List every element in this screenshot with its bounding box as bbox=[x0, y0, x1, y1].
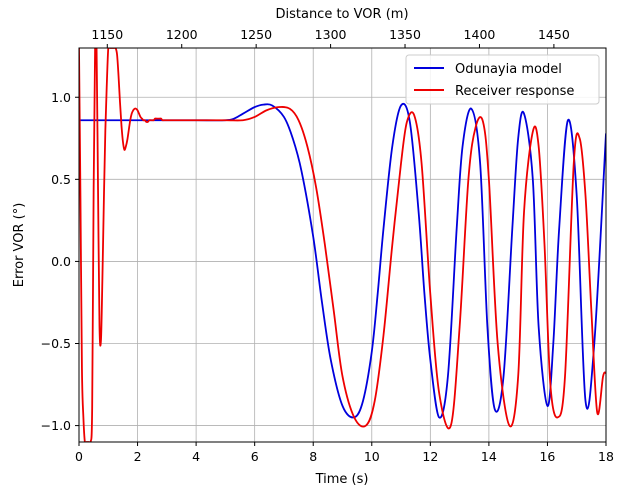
x-tick-label: 12 bbox=[422, 449, 438, 464]
x-tick-label: 0 bbox=[75, 449, 83, 464]
top-axis-tick-label: 1450 bbox=[538, 27, 570, 42]
top-axis-title: Distance to VOR (m) bbox=[275, 7, 408, 22]
series-line-odunayia-model bbox=[79, 102, 606, 419]
x-tick-label: 8 bbox=[309, 449, 317, 464]
x-axis-title: Time (s) bbox=[315, 472, 369, 487]
tick-marks bbox=[75, 44, 607, 446]
y-tick-label: −1.0 bbox=[41, 418, 71, 433]
top-axis-tick-label: 1200 bbox=[166, 27, 198, 42]
legend: Odunayia model Receiver response bbox=[405, 54, 600, 105]
legend-label-receiver-response: Receiver response bbox=[455, 84, 574, 99]
y-tick-label: 0.0 bbox=[51, 254, 71, 269]
top-axis-tick-label: 1250 bbox=[240, 27, 272, 42]
x-tick-label: 4 bbox=[192, 449, 200, 464]
x-tick-label: 10 bbox=[364, 449, 380, 464]
series-line-receiver-response bbox=[79, 48, 606, 442]
y-tick-label: 1.0 bbox=[51, 90, 71, 105]
x-tick-label: 14 bbox=[481, 449, 497, 464]
legend-label-odunayia-model: Odunayia model bbox=[455, 62, 562, 77]
top-axis-tick-label: 1300 bbox=[315, 27, 347, 42]
series-layer bbox=[79, 48, 606, 442]
top-axis-tick-label: 1150 bbox=[91, 27, 123, 42]
top-axis-tick-label: 1350 bbox=[389, 27, 421, 42]
y-tick-label: 0.5 bbox=[51, 172, 71, 187]
x-tick-labels: 0 2 4 6 8 10 12 14 16 18 bbox=[75, 449, 614, 464]
x-tick-label: 18 bbox=[598, 449, 614, 464]
grid-lines bbox=[79, 48, 606, 442]
y-tick-label: −0.5 bbox=[41, 336, 71, 351]
y-axis-title: Error VOR (°) bbox=[12, 203, 27, 288]
top-axis-tick-label: 1400 bbox=[464, 27, 496, 42]
x-tick-label: 16 bbox=[539, 449, 555, 464]
x-tick-label: 2 bbox=[134, 449, 142, 464]
top-axis-tick-labels: 1150 1200 1250 1300 1350 1400 1450 bbox=[91, 27, 569, 42]
legend-box bbox=[405, 54, 600, 105]
y-tick-labels: −1.0 −0.5 0.0 0.5 1.0 bbox=[41, 90, 71, 433]
x-tick-label: 6 bbox=[251, 449, 259, 464]
plot-frame bbox=[78, 47, 607, 443]
